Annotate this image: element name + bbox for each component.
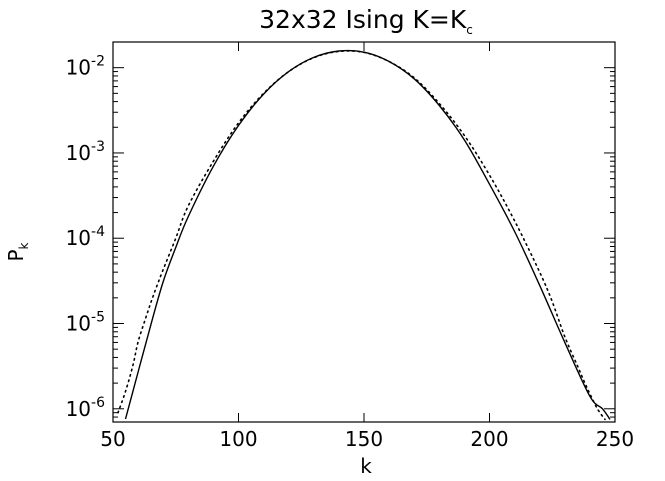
series-solid-line — [124, 49, 611, 420]
y-tick-label: 10-3 — [66, 139, 105, 165]
y-tick-label: 10-4 — [66, 224, 106, 250]
x-tick-label: 50 — [100, 427, 125, 451]
plot-frame — [112, 41, 616, 423]
chart-title: 32x32 Ising K=Kc — [259, 5, 473, 37]
plot-area: 50 100 150 200 250 10-2 10-3 10-4 10-5 10-6 — [66, 41, 634, 451]
y-tick-label: 10-6 — [66, 395, 106, 421]
x-tick-label: 200 — [470, 427, 508, 451]
x-axis-label: k — [360, 454, 372, 478]
x-tick-label: 100 — [219, 427, 257, 451]
y-axis-label: Pk — [4, 242, 31, 261]
series-dotted-line — [117, 50, 606, 421]
x-tick-label: 150 — [345, 427, 383, 451]
y-tick-label: 10-5 — [66, 310, 105, 336]
y-tick-label: 10-2 — [66, 54, 105, 80]
x-tick-label: 250 — [596, 427, 634, 451]
